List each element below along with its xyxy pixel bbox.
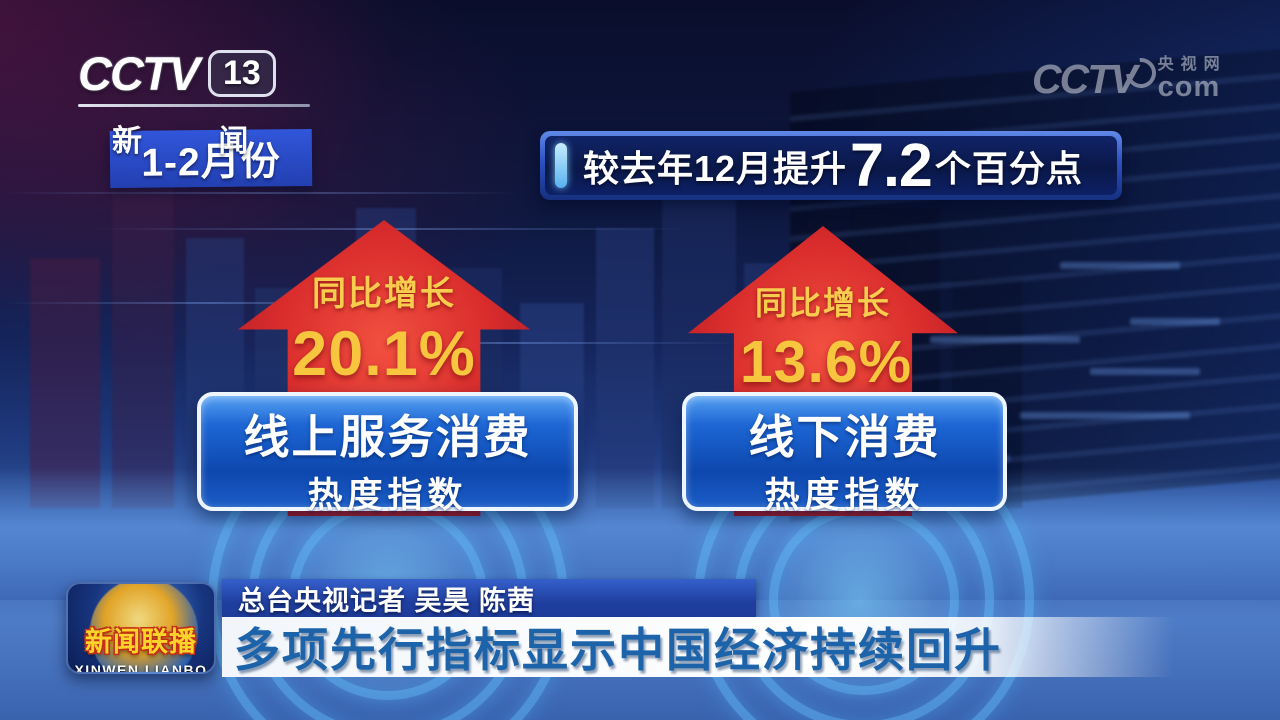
program-logo-subtitle: XINWEN LIANBO [74, 662, 208, 674]
cctv-com-watermark: CCTV 央视网 com [1032, 51, 1227, 103]
statistic-banner: 较去年12月提升 7.2 个百分点 [540, 131, 1122, 200]
program-logo-xinwen-lianbo: 新闻联播 XINWEN LIANBO [66, 582, 216, 674]
indicator-title: 线上服务消费 [243, 411, 532, 463]
banner-value: 7.2 [850, 131, 933, 199]
indicator-title: 线下消费 [748, 411, 941, 463]
cctv-logo: CCTV [78, 47, 200, 100]
growth-value-left: 20.1% [292, 319, 476, 389]
blurred-ticker-text [1060, 262, 1180, 269]
indicator-box-offline: 线下消费 热度指数 [682, 392, 1007, 515]
growth-value-right: 13.6% [739, 329, 913, 395]
blurred-ticker-text [1090, 368, 1200, 375]
indicator-subtitle: 热度指数 [764, 476, 925, 515]
channel-bug-cctv13: CCTV 13 新 闻 [78, 46, 310, 160]
growth-label-right: 同比增长 [754, 285, 891, 321]
blurred-ticker-text [930, 336, 1080, 343]
light-streak [0, 192, 520, 194]
headline-band: 多项先行指标显示中国经济持续回升 [222, 617, 1174, 677]
indicator-box-online-service: 线上服务消费 热度指数 [197, 392, 578, 515]
logo-swoosh-line [78, 104, 310, 107]
watermark-site-name: 央视网 [1157, 56, 1227, 73]
channel-bug-row: CCTV 13 [78, 46, 310, 101]
indicator-subtitle: 热度指数 [307, 476, 468, 515]
banner-suffix: 个百分点 [934, 147, 1083, 189]
program-logo-title: 新闻联播 [85, 627, 197, 657]
headline-text: 多项先行指标显示中国经济持续回升 [234, 624, 1002, 676]
banner-text: 较去年12月提升 7.2 个百分点 [583, 135, 1083, 196]
watermark-brand: CCTV [1032, 56, 1138, 102]
watermark-right: 央视网 com [1158, 57, 1227, 102]
building-silhouette [112, 188, 174, 508]
blurred-ticker-text [1130, 318, 1220, 325]
blurred-ticker-text [1020, 412, 1190, 419]
light-streak [280, 342, 740, 344]
light-streak [0, 302, 420, 304]
reporter-credit-strip: 总台央视记者 吴昊 陈茜 [222, 579, 756, 617]
growth-label-left: 同比增长 [312, 275, 456, 313]
building-silhouette [30, 258, 100, 508]
banner-accent-bar [555, 143, 567, 188]
watermark-domain: com [1157, 71, 1221, 103]
globe-icon [90, 584, 198, 672]
channel-number-badge: 13 [207, 50, 276, 97]
statistic-banner-panel: 较去年12月提升 7.2 个百分点 [545, 135, 1117, 196]
building-silhouette [596, 228, 654, 508]
banner-prefix: 较去年12月提升 [583, 147, 848, 189]
channel-name: 新 闻 [112, 125, 283, 158]
